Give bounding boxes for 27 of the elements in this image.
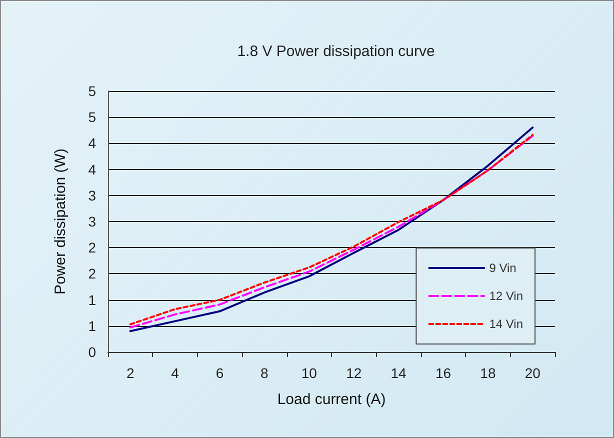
y-tick-label: 4	[88, 161, 96, 178]
y-tick-label: 2	[88, 266, 96, 282]
y-tick-label: 3	[88, 214, 96, 230]
chart-title: 1.8 V Power dissipation curve	[237, 43, 435, 60]
legend-label: 12 Vin	[489, 289, 524, 303]
x-tick-label: 4	[171, 365, 180, 381]
y-tick-label: 1	[88, 318, 96, 334]
y-tick-label: 4	[88, 135, 96, 152]
y-axis-title: Power dissipation (W)	[52, 148, 69, 294]
y-tick-label: 5	[88, 109, 96, 126]
x-tick-label: 10	[301, 365, 318, 381]
x-tick-label: 8	[260, 365, 269, 381]
x-tick-label: 2	[126, 365, 134, 381]
x-axis-title: Load current (A)	[277, 391, 386, 408]
y-tick-label: 5	[88, 83, 96, 99]
legend-label: 14 Vin	[489, 317, 524, 331]
x-tick-label: 16	[435, 365, 452, 381]
x-tick-label: 12	[346, 365, 362, 381]
y-tick-label: 0	[88, 344, 96, 360]
y-tick-label: 1	[88, 292, 96, 308]
y-tick-label: 3	[88, 187, 96, 204]
x-tick-label: 14	[390, 365, 407, 381]
x-tick-label: 20	[524, 365, 541, 381]
y-tick-label: 2	[88, 240, 96, 256]
x-tick-label: 6	[216, 365, 224, 381]
legend-label: 9 Vin	[489, 261, 516, 275]
x-tick-label: 18	[480, 365, 496, 381]
